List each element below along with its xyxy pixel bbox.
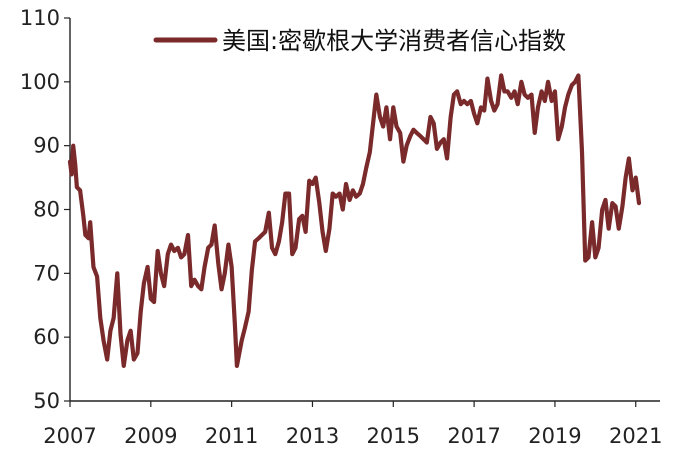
y-tick-label: 100 (20, 70, 60, 94)
y-tick-label: 50 (33, 389, 60, 413)
x-axis-ticks: 2007 2009 2011 2013 2015 2017 2019 2021 (43, 401, 662, 448)
y-tick-label: 90 (33, 134, 60, 158)
y-axis-ticks: 50 60 70 80 90 100 110 (20, 6, 70, 413)
axes (69, 18, 660, 402)
y-tick-label: 60 (33, 325, 60, 349)
legend-label: 美国:密歇根大学消费者信心指数 (222, 27, 566, 55)
x-tick-label: 2007 (43, 424, 96, 448)
x-tick-label: 2011 (205, 424, 258, 448)
y-tick-label: 110 (20, 6, 60, 30)
series-layer (67, 73, 642, 368)
series-line (67, 73, 642, 368)
x-tick-label: 2017 (447, 424, 500, 448)
x-tick-label: 2009 (124, 424, 177, 448)
y-tick-label: 70 (33, 261, 60, 285)
x-tick-label: 2013 (286, 424, 339, 448)
x-tick-label: 2015 (367, 424, 420, 448)
y-tick-label: 80 (33, 198, 60, 222)
x-tick-label: 2019 (528, 424, 581, 448)
x-tick-label: 2021 (609, 424, 662, 448)
legend: 美国:密歇根大学消费者信心指数 (153, 27, 566, 55)
